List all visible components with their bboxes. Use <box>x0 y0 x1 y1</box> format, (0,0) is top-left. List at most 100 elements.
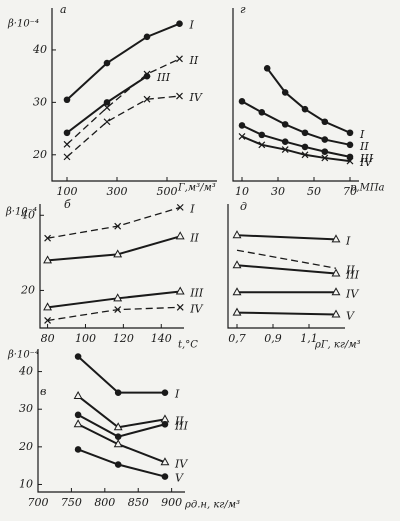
series-line <box>66 22 180 101</box>
y-axis-label: β·10⁻⁴ <box>7 19 39 30</box>
series-label: III <box>156 71 171 84</box>
series-line <box>241 100 351 146</box>
series-label: II <box>174 414 184 427</box>
x-tick-label: 10 <box>235 185 249 198</box>
marker <box>176 203 184 211</box>
marker <box>63 140 71 148</box>
marker <box>103 118 111 126</box>
marker <box>321 148 329 155</box>
series-label: IV <box>189 302 203 315</box>
marker <box>143 95 151 103</box>
panel-letter: в <box>40 385 46 398</box>
marker <box>238 133 246 140</box>
x-tick-label: 120 <box>113 332 134 345</box>
series-label: III <box>174 419 189 432</box>
x-tick-label: 30 <box>271 185 285 198</box>
series-line <box>241 135 351 163</box>
series-label: V <box>346 309 355 322</box>
x-axis-label: ρГ, кг/м³ <box>314 340 361 351</box>
series-label: IV <box>359 156 373 169</box>
x-tick-label: 300 <box>107 185 128 198</box>
marker <box>346 129 354 137</box>
marker <box>346 141 354 149</box>
series-line <box>47 290 181 309</box>
marker <box>43 302 53 311</box>
x-tick-label: 500 <box>157 185 178 198</box>
marker <box>114 389 122 396</box>
marker <box>161 473 169 480</box>
x-tick-label: 100 <box>75 332 96 345</box>
x-axis-label: ρд.н, кг/м³ <box>184 500 240 511</box>
series-label: IV <box>174 457 188 470</box>
marker <box>258 109 266 116</box>
series-line <box>66 58 180 145</box>
marker <box>73 391 83 400</box>
marker <box>321 118 329 126</box>
marker <box>331 287 341 296</box>
marker <box>143 33 151 41</box>
marker <box>232 307 242 316</box>
marker <box>176 92 183 100</box>
marker <box>44 317 52 324</box>
x-tick-label: 50 <box>307 185 321 198</box>
x-tick-label: 80 <box>41 332 55 345</box>
y-tick-label: 20 <box>20 283 35 296</box>
series-label: IV <box>189 91 203 104</box>
marker <box>346 153 354 161</box>
marker <box>346 157 354 165</box>
y-tick-label: 40 <box>20 208 35 221</box>
marker <box>63 129 71 137</box>
series-label: I <box>174 388 180 401</box>
marker <box>114 222 122 230</box>
series-label: II <box>359 140 369 153</box>
x-tick-label: 100 <box>57 185 78 198</box>
marker <box>281 146 289 153</box>
series-line <box>266 67 351 134</box>
marker <box>43 255 53 264</box>
marker <box>321 154 329 162</box>
marker <box>160 457 170 466</box>
series-label: II <box>189 231 199 244</box>
marker <box>114 461 122 468</box>
marker <box>331 268 341 277</box>
series-label: III <box>359 152 374 165</box>
series-line <box>236 311 337 316</box>
series-label: V <box>175 472 184 485</box>
marker <box>113 293 123 302</box>
marker <box>74 411 82 419</box>
series-label: I <box>189 202 195 215</box>
marker <box>176 55 183 63</box>
marker <box>73 419 83 428</box>
series-label: I <box>189 19 195 32</box>
x-tick-label: 140 <box>151 332 172 345</box>
x-tick-label: 800 <box>94 496 115 509</box>
series-line <box>47 206 181 239</box>
marker <box>103 59 111 67</box>
x-axis-label: Г,м³/м³ <box>177 183 216 194</box>
marker <box>258 141 266 149</box>
panel-letter: д <box>240 200 247 213</box>
series-line <box>236 234 337 241</box>
panel-letter: а <box>60 3 67 16</box>
marker <box>232 230 242 239</box>
x-tick-label: 850 <box>128 496 149 509</box>
axes <box>51 8 217 182</box>
series-label: IV <box>345 287 359 300</box>
series-label: II <box>189 54 199 67</box>
axes <box>39 204 184 329</box>
series-line <box>66 95 180 158</box>
marker <box>301 151 309 159</box>
marker <box>281 138 289 145</box>
marker <box>301 105 309 113</box>
marker <box>176 20 183 28</box>
y-tick-label: 20 <box>18 440 33 453</box>
x-axis-label: t,°C <box>178 340 198 351</box>
x-tick-label: 70 <box>343 185 357 198</box>
marker <box>258 131 266 139</box>
marker <box>232 260 242 269</box>
marker <box>331 309 341 318</box>
marker <box>113 439 123 448</box>
series-line <box>241 124 351 158</box>
marker <box>175 286 185 295</box>
